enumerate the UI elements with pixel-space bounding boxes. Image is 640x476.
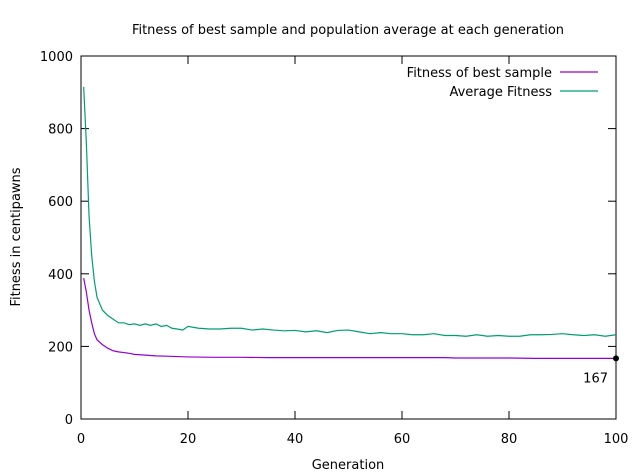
plot-frame bbox=[80, 55, 617, 420]
series-line-0 bbox=[83, 278, 616, 359]
legend-label-1: Average Fitness bbox=[449, 85, 552, 100]
x-tick-label-0: 0 bbox=[77, 432, 85, 447]
series-line-1 bbox=[83, 86, 617, 337]
x-tick-label-4: 80 bbox=[501, 432, 518, 447]
x-tick-label-2: 40 bbox=[287, 432, 304, 447]
annotation-point-0 bbox=[613, 355, 619, 362]
y-tick-label-5: 1000 bbox=[40, 50, 73, 65]
annotation-label-0: 167 bbox=[583, 371, 608, 386]
y-tick-label-2: 400 bbox=[48, 268, 73, 283]
x-tick-label-3: 60 bbox=[394, 432, 411, 447]
legend-label-0: Fitness of best sample bbox=[407, 66, 552, 81]
chart-title: Fitness of best sample and population av… bbox=[132, 23, 564, 38]
x-tick-label-1: 20 bbox=[180, 432, 197, 447]
y-tick-label-0: 0 bbox=[65, 413, 73, 428]
y-tick-label-4: 800 bbox=[48, 123, 73, 138]
plot-area: 0 200 400 600 800 1000 0 20 40 60 80 100 Fitness of … bbox=[40, 50, 629, 447]
y-tick-label-3: 600 bbox=[48, 195, 73, 210]
x-tick-label-5: 100 bbox=[604, 432, 629, 447]
x-axis-label: Generation bbox=[312, 458, 385, 473]
y-tick-label-1: 200 bbox=[48, 340, 73, 355]
y-axis-label: Fitness in centipawns bbox=[9, 167, 24, 306]
